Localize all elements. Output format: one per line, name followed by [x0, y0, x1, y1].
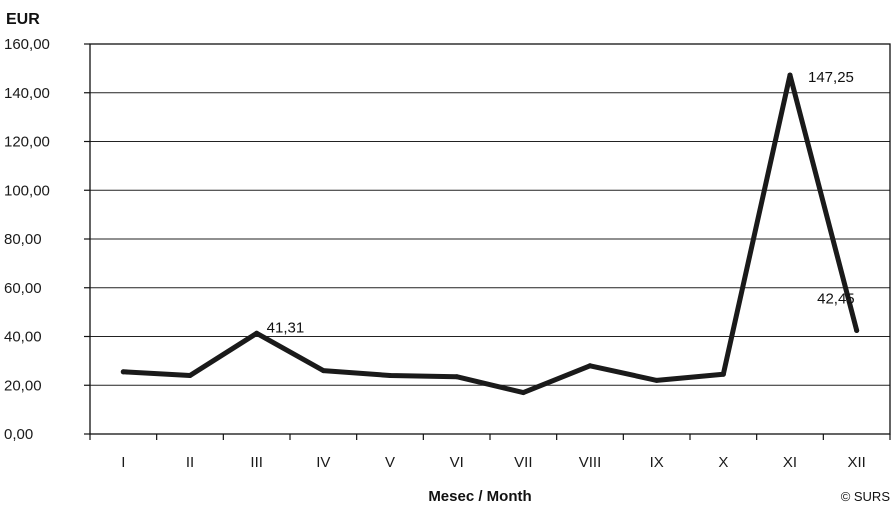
data-point	[120, 369, 126, 375]
data-points	[120, 72, 860, 396]
data-point	[587, 363, 593, 369]
y-tick-label: 0,00	[4, 426, 33, 443]
data-point	[187, 373, 193, 378]
y-tick-label: 100,00	[4, 182, 50, 199]
data-point	[454, 374, 460, 380]
x-tick-label: XI	[783, 454, 797, 471]
data-label: 147,25	[808, 69, 854, 86]
x-tick-label: V	[385, 454, 395, 471]
data-point	[854, 328, 860, 334]
data-point	[787, 72, 793, 78]
y-tick-label: 40,00	[4, 329, 42, 346]
series-line	[120, 72, 860, 396]
x-axis-ticks: I II III IV V VI VII VIII IX X XI XII	[89, 434, 891, 471]
x-tick-label: IV	[316, 454, 330, 471]
x-tick-label: VIII	[579, 454, 602, 471]
y-axis-ticks: 0,00 20,00 40,00 60,00 80,00 100,00 120,00 140,…	[4, 36, 90, 443]
gridlines	[90, 92, 890, 386]
x-tick-label: III	[250, 454, 263, 471]
data-label: 41,31	[267, 319, 305, 336]
data-label: 42,45	[817, 291, 855, 308]
y-axis-unit-label: EUR	[6, 11, 40, 28]
x-tick-label: II	[186, 454, 194, 471]
x-tick-label: X	[718, 454, 728, 471]
y-tick-label: 140,00	[4, 85, 50, 102]
data-point	[387, 373, 393, 378]
y-tick-label: 80,00	[4, 231, 42, 248]
y-tick-label: 160,00	[4, 36, 50, 53]
x-tick-label: XII	[847, 454, 865, 471]
x-tick-label: I	[121, 454, 125, 471]
data-point	[520, 390, 526, 396]
y-tick-label: 60,00	[4, 280, 42, 297]
data-point	[654, 377, 660, 383]
x-tick-label: VI	[450, 454, 464, 471]
y-tick-label: 120,00	[4, 134, 50, 151]
x-axis-title: Mesec / Month	[428, 488, 531, 505]
data-point	[254, 330, 260, 336]
x-tick-label: VII	[514, 454, 532, 471]
data-point	[720, 371, 726, 377]
source-credit: © SURS	[841, 489, 891, 504]
y-tick-label: 20,00	[4, 377, 42, 394]
data-point	[320, 368, 326, 374]
x-tick-label: IX	[650, 454, 664, 471]
data-labels: 41,31 147,25 42,45	[267, 69, 855, 336]
